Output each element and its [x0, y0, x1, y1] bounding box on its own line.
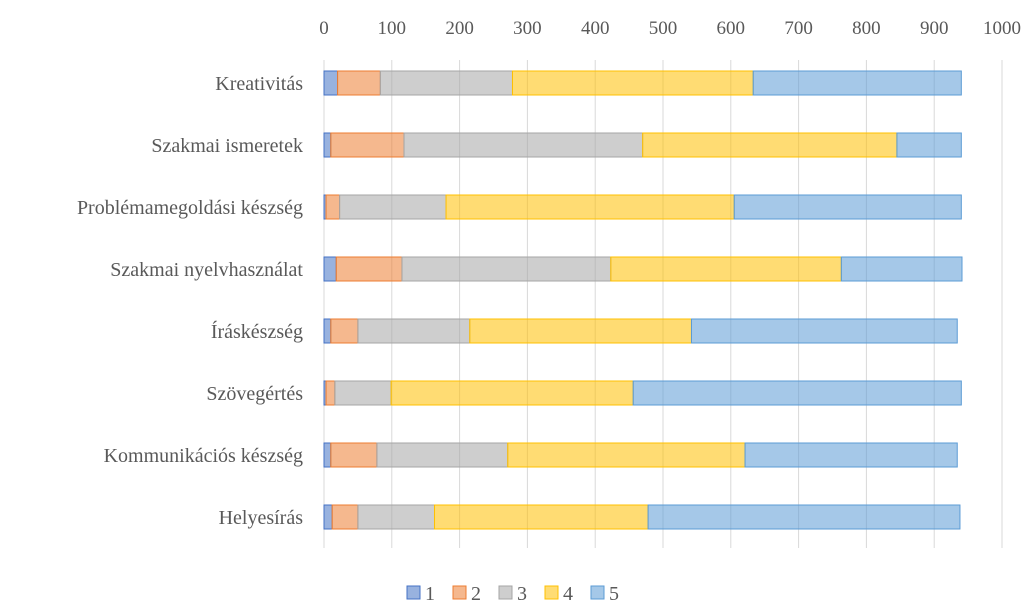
legend-swatch: [452, 585, 467, 600]
x-tick-label: 100: [378, 18, 407, 39]
bar-segment: [337, 70, 381, 96]
bar-segment: [896, 132, 962, 158]
x-tick-label: 600: [717, 18, 746, 39]
bar-segment: [610, 256, 842, 282]
bar-segment: [330, 442, 378, 468]
x-tick-label: 400: [581, 18, 610, 39]
bar-segment: [507, 442, 746, 468]
bar-segment: [335, 256, 403, 282]
bar-segment: [334, 380, 392, 406]
x-tick-label: 800: [852, 18, 881, 39]
category-labels: Kreativitás Szakmai ismeretek Problémamego…: [77, 73, 303, 529]
bar-segment: [323, 132, 332, 158]
bar-segment: [390, 380, 634, 406]
legend-label: 2: [471, 583, 481, 605]
bars: [323, 70, 963, 530]
bar-segment: [469, 318, 692, 344]
bar-segment: [401, 256, 612, 282]
legend-label: 5: [609, 583, 619, 605]
category-label: Íráskészség: [211, 320, 303, 343]
bar-segment: [323, 70, 339, 96]
category-label: Helyesírás: [219, 507, 304, 529]
bar-segment: [323, 318, 332, 344]
bar-segment: [330, 318, 359, 344]
bar-segment: [642, 132, 898, 158]
x-tick-label: 500: [649, 18, 678, 39]
legend-swatch: [590, 585, 605, 600]
bar-segment: [325, 380, 336, 406]
bar-segment: [323, 442, 332, 468]
bar-segment: [840, 256, 963, 282]
bar-segment: [379, 70, 513, 96]
x-tick-labels: 0 100 200 300 400 500 600 700 800 900 1000: [319, 18, 1021, 39]
legend-label: 4: [563, 583, 573, 605]
bar-segment: [403, 132, 644, 158]
legend-label: 1: [425, 583, 435, 605]
bar-segment: [323, 256, 337, 282]
bar-segment: [744, 442, 958, 468]
category-label: Problémamegoldási készség: [77, 197, 303, 219]
legend-swatch: [406, 585, 421, 600]
category-label: Kommunikációs készség: [104, 445, 303, 467]
bar-segment: [376, 442, 509, 468]
bar-segment: [325, 194, 341, 220]
category-label: Kreativitás: [215, 73, 303, 95]
category-label: Szakmai nyelvhasználat: [110, 259, 303, 281]
bar-segment: [690, 318, 958, 344]
bar-segment: [357, 318, 471, 344]
bar-segment: [632, 380, 962, 406]
legend-swatch: [498, 585, 513, 600]
bar-segment: [647, 504, 961, 530]
bar-segment: [357, 504, 436, 530]
bar-segment: [752, 70, 962, 96]
bar-segment: [323, 504, 333, 530]
x-tick-label: 900: [920, 18, 949, 39]
x-tick-label: 700: [784, 18, 813, 39]
bar-segment: [434, 504, 649, 530]
bar-segment: [445, 194, 735, 220]
x-tick-label: 1000: [983, 18, 1021, 39]
legend-label: 3: [517, 583, 527, 605]
legend-swatch: [544, 585, 559, 600]
x-tick-label: 200: [445, 18, 474, 39]
bar-segment: [511, 70, 754, 96]
legend: 1 2 3 4 5: [406, 583, 619, 605]
bar-segment: [331, 504, 359, 530]
bar-segment: [733, 194, 962, 220]
x-tick-label: 0: [319, 18, 329, 39]
category-label: Szakmai ismeretek: [151, 135, 303, 157]
x-tick-label: 300: [513, 18, 542, 39]
category-label: Szövegértés: [206, 383, 303, 405]
bar-segment: [339, 194, 447, 220]
bar-segment: [330, 132, 405, 158]
